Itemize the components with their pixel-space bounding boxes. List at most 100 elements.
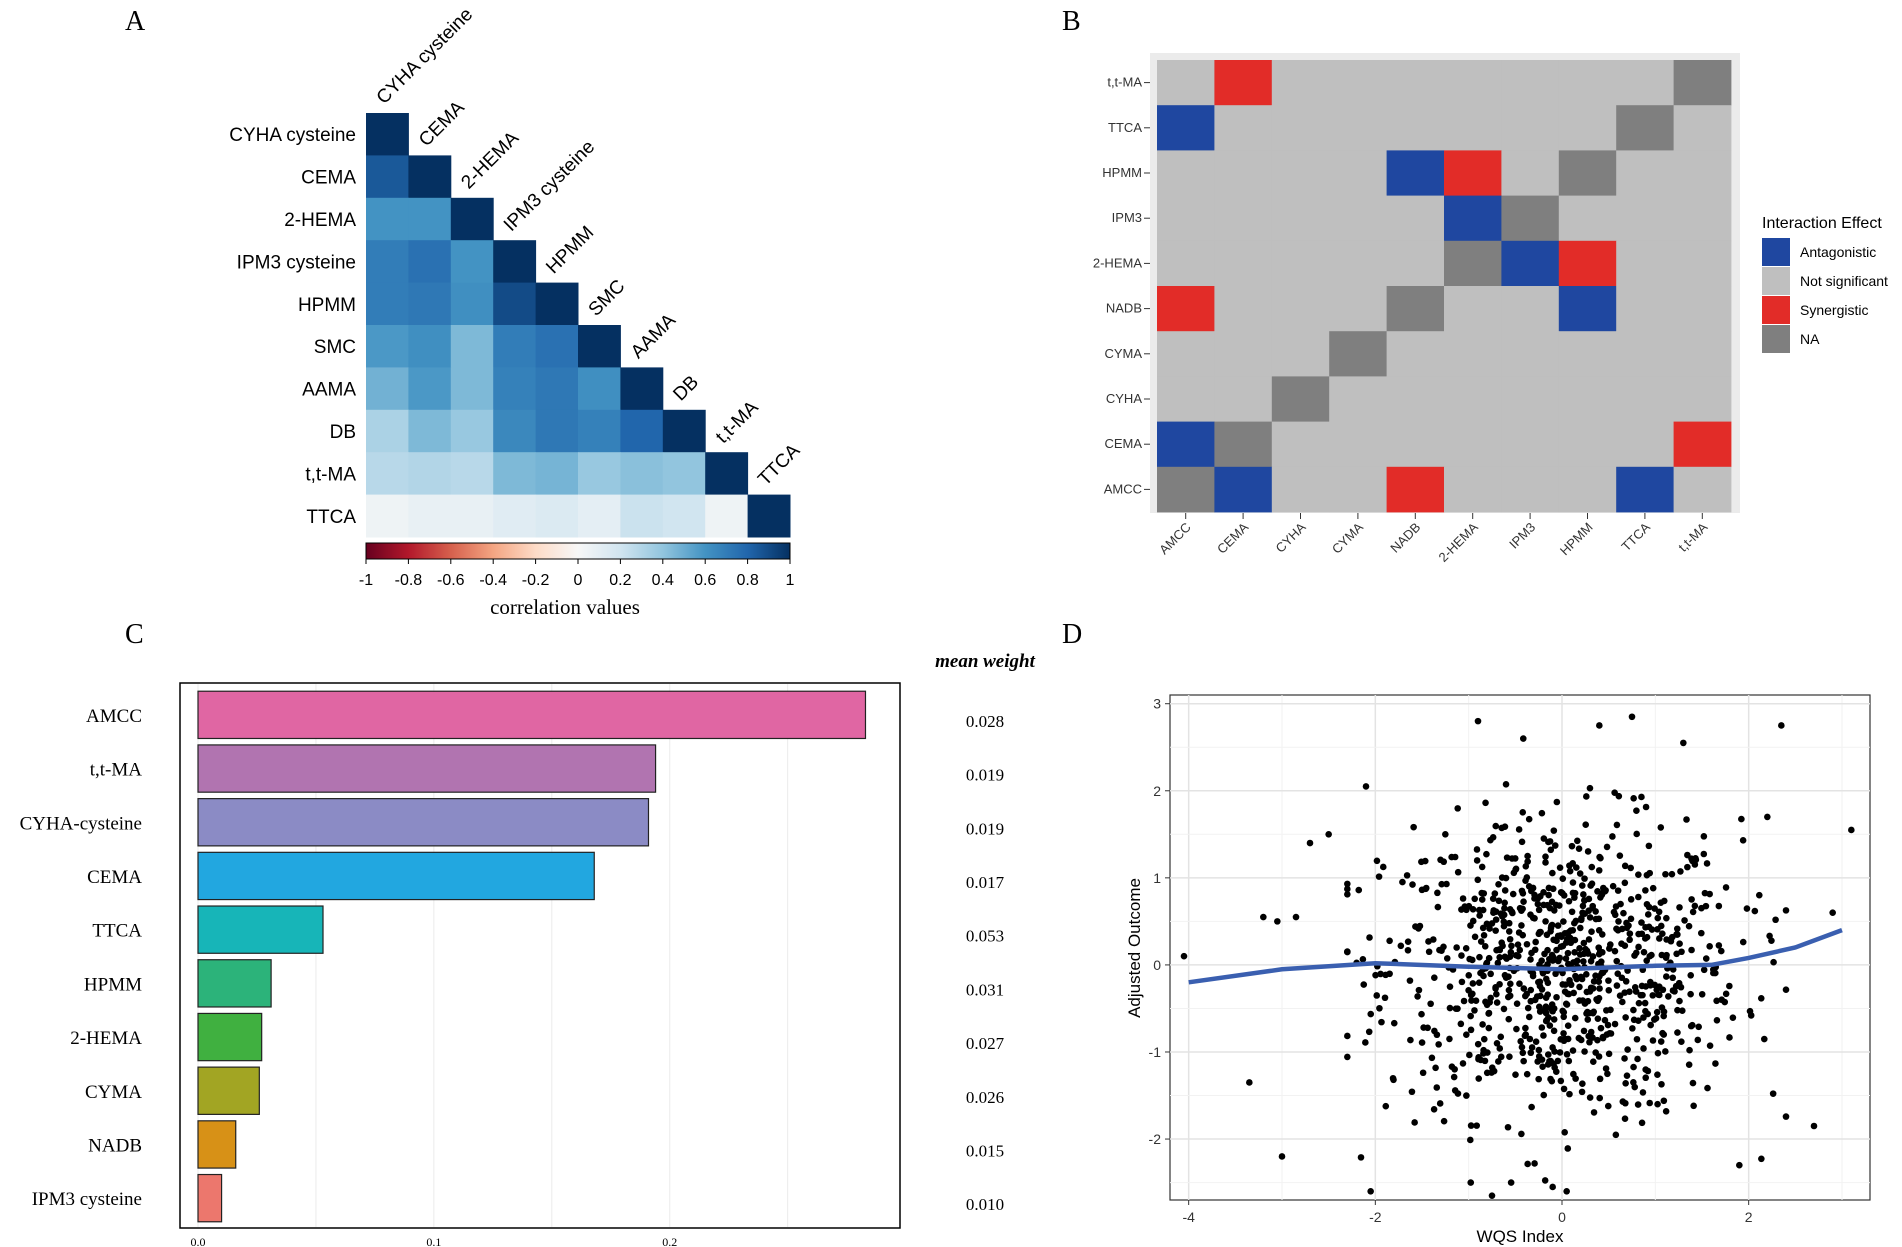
d-point — [1588, 863, 1596, 871]
d-point — [1626, 930, 1634, 937]
d-point — [1646, 952, 1654, 960]
a-cell — [620, 494, 664, 538]
d-point — [1573, 864, 1580, 871]
c-category-label: NADB — [88, 1135, 142, 1156]
a-col-label: t,t-MA — [712, 397, 763, 448]
b-cell — [1444, 60, 1502, 106]
a-cell — [578, 325, 621, 368]
d-point — [1434, 903, 1442, 911]
d-point — [1669, 974, 1677, 982]
a-cell — [578, 452, 621, 496]
b-cell — [1558, 150, 1617, 196]
d-point — [1486, 925, 1493, 932]
d-point — [1619, 998, 1626, 1006]
d-point — [1471, 895, 1479, 903]
d-point — [1482, 799, 1489, 807]
d-point — [1538, 1024, 1546, 1031]
a-colorbar-tick-label: 0.6 — [694, 572, 716, 589]
a-cell — [366, 325, 409, 368]
d-point — [1497, 1053, 1505, 1061]
d-point — [1597, 1024, 1605, 1032]
d-point — [1478, 863, 1486, 871]
b-cell — [1329, 466, 1387, 513]
b-cell — [1386, 195, 1445, 242]
d-point — [1471, 933, 1479, 941]
b-cell — [1329, 421, 1387, 468]
a-cell — [747, 494, 791, 538]
d-point — [1476, 912, 1483, 919]
d-point — [1403, 872, 1411, 879]
d-point — [1674, 1006, 1681, 1014]
d-point — [1613, 821, 1621, 829]
b-cell — [1558, 240, 1617, 287]
b-cell — [1329, 240, 1387, 287]
d-point — [1415, 986, 1423, 994]
d-point — [1715, 902, 1723, 910]
b-cell — [1501, 421, 1560, 468]
b-legend-label: NA — [1800, 331, 1820, 347]
c-bar — [197, 959, 272, 1008]
c-category-label: HPMM — [84, 974, 142, 995]
d-point — [1674, 1029, 1681, 1036]
b-cell — [1501, 466, 1560, 513]
d-point — [1389, 1074, 1397, 1082]
b-cell — [1616, 105, 1674, 151]
c-category-label: IPM3 cysteine — [32, 1189, 142, 1210]
d-point — [1662, 1048, 1669, 1055]
d-point — [1542, 859, 1549, 866]
d-point — [1726, 982, 1733, 990]
d-point — [1534, 900, 1542, 908]
d-point — [1563, 939, 1570, 946]
d-point — [1644, 911, 1652, 918]
d-point — [1590, 1109, 1598, 1116]
d-point — [1618, 974, 1626, 982]
a-cell — [535, 452, 579, 496]
d-point — [1399, 878, 1406, 886]
d-point — [1431, 974, 1438, 982]
d-point — [1722, 990, 1730, 998]
b-y-label: CYHA — [1106, 391, 1142, 406]
d-point — [1492, 927, 1499, 934]
d-point — [1550, 827, 1558, 834]
d-point — [1586, 914, 1594, 921]
d-point — [1613, 957, 1621, 965]
d-point — [1755, 891, 1763, 899]
d-point — [1743, 905, 1751, 912]
b-cell — [1558, 195, 1617, 242]
d-point — [1630, 1063, 1637, 1071]
d-point — [1467, 1026, 1475, 1034]
d-point — [1544, 960, 1551, 968]
d-point — [1520, 1057, 1527, 1065]
a-row-label: CYHA cysteine — [229, 125, 356, 146]
d-point — [1686, 1046, 1693, 1054]
d-point — [1632, 949, 1640, 957]
d-point — [1467, 1179, 1475, 1186]
b-cell — [1616, 195, 1674, 242]
d-point — [1640, 1045, 1647, 1052]
c-mean-weight-value: 0.019 — [966, 766, 1004, 785]
d-point — [1562, 981, 1569, 988]
b-cell — [1157, 105, 1215, 151]
d-point — [1469, 917, 1477, 925]
d-point — [1564, 990, 1571, 998]
b-cell — [1386, 60, 1445, 106]
d-point — [1519, 809, 1527, 816]
d-point — [1357, 1154, 1365, 1161]
b-cell — [1271, 331, 1330, 377]
d-point — [1660, 1008, 1668, 1016]
d-point — [1505, 919, 1513, 927]
d-point — [1469, 980, 1477, 987]
d-point — [1492, 822, 1500, 830]
d-point — [1684, 851, 1691, 859]
d-point — [1778, 722, 1785, 729]
d-point — [1599, 969, 1607, 976]
d-point — [1491, 890, 1499, 897]
a-cell — [705, 494, 749, 538]
b-cell — [1329, 195, 1387, 242]
b-x-label: 2-HEMA — [1435, 519, 1481, 565]
d-point — [1485, 1024, 1493, 1032]
b-cell — [1444, 286, 1502, 332]
d-point — [1508, 908, 1516, 915]
d-point — [1638, 1119, 1646, 1127]
d-point — [1544, 991, 1552, 999]
